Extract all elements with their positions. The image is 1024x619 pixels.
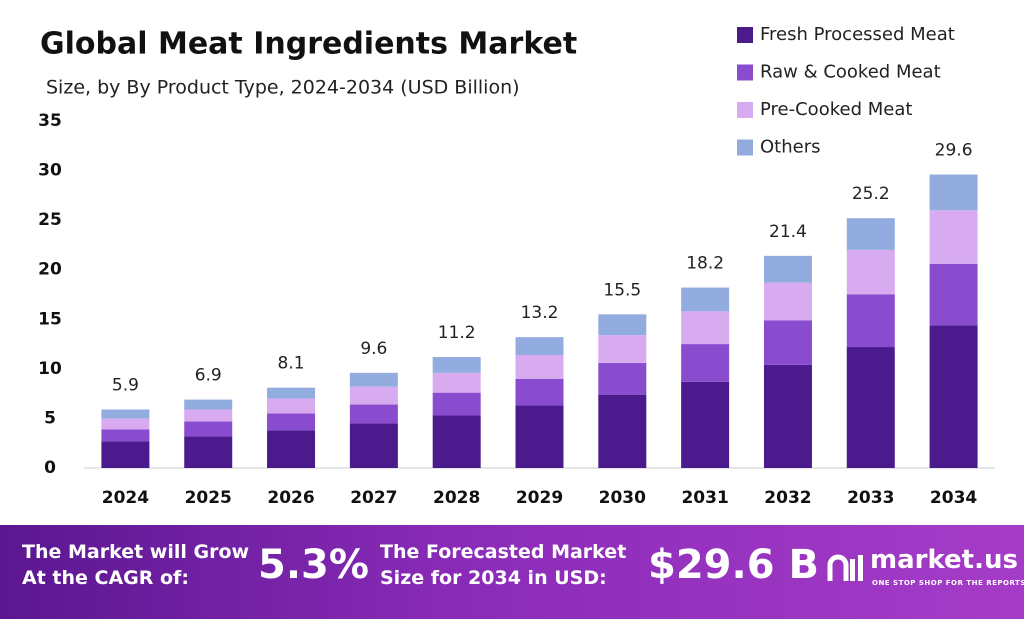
chart-title: Global Meat Ingredients Market bbox=[40, 27, 577, 62]
bar-segment bbox=[846, 294, 895, 348]
bar-segment bbox=[184, 436, 233, 468]
bar-segment bbox=[763, 255, 812, 283]
total-label: 5.9 bbox=[112, 376, 139, 396]
cagr-value: 5.3% bbox=[258, 542, 369, 588]
bar-segment bbox=[184, 409, 233, 422]
total-label: 21.4 bbox=[769, 222, 807, 242]
bar-segment bbox=[432, 415, 481, 468]
text: The Forecasted Market bbox=[380, 541, 627, 563]
total-label: 6.9 bbox=[195, 366, 222, 386]
bar-segment bbox=[184, 421, 233, 437]
forecast-value: $29.6 B bbox=[648, 542, 819, 588]
x-tick-label: 2025 bbox=[185, 488, 232, 508]
text: At the CAGR of: bbox=[22, 567, 189, 589]
bar-segment bbox=[184, 399, 233, 410]
bar-segment bbox=[515, 378, 564, 406]
legend-swatch bbox=[737, 102, 753, 118]
bar-segment bbox=[101, 441, 150, 468]
x-tick-label: 2026 bbox=[267, 488, 314, 508]
bar-segment bbox=[598, 394, 647, 468]
bar-segment bbox=[267, 398, 316, 414]
total-label: 11.2 bbox=[438, 323, 476, 343]
y-tick-label: 0 bbox=[44, 458, 56, 478]
bar-segment bbox=[349, 404, 398, 424]
bar-segment bbox=[515, 337, 564, 355]
y-tick-label: 35 bbox=[38, 111, 62, 131]
bar-segment bbox=[349, 372, 398, 387]
bar-segment bbox=[267, 413, 316, 431]
x-tick-label: 2028 bbox=[433, 488, 480, 508]
bar-segment bbox=[432, 372, 481, 393]
total-label: 29.6 bbox=[935, 141, 973, 161]
y-tick-label: 10 bbox=[38, 359, 62, 379]
bar-segment bbox=[929, 325, 978, 468]
bar-segment bbox=[432, 356, 481, 373]
x-tick-label: 2032 bbox=[764, 488, 811, 508]
legend-label: Others bbox=[760, 137, 821, 158]
bar-segment bbox=[267, 430, 316, 468]
bar-segment bbox=[763, 282, 812, 321]
legend-label: Raw & Cooked Meat bbox=[760, 62, 941, 83]
cagr-label: The Market will Grow At the CAGR of: bbox=[22, 539, 249, 591]
total-label: 15.5 bbox=[603, 280, 641, 300]
bar-segment bbox=[681, 311, 730, 345]
bar-segment bbox=[846, 218, 895, 250]
y-tick-label: 5 bbox=[44, 408, 56, 428]
bar-segment bbox=[101, 418, 150, 430]
bar-segment bbox=[267, 387, 316, 399]
legend-label: Fresh Processed Meat bbox=[760, 24, 955, 45]
logo-tagline: ONE STOP SHOP FOR THE REPORTS bbox=[872, 579, 1024, 587]
bar-segment bbox=[432, 392, 481, 416]
bar-segment bbox=[846, 347, 895, 468]
logo-text: market.us bbox=[870, 545, 1018, 575]
x-tick-label: 2030 bbox=[599, 488, 646, 508]
bar-segment bbox=[598, 362, 647, 395]
x-tick-label: 2033 bbox=[847, 488, 894, 508]
bar-segment bbox=[515, 354, 564, 379]
bar-segment bbox=[846, 249, 895, 295]
x-tick-label: 2024 bbox=[102, 488, 149, 508]
chart: Global Meat Ingredients Market Size, by … bbox=[38, 24, 995, 508]
bar-segment bbox=[929, 210, 978, 264]
x-tick-label: 2031 bbox=[681, 488, 728, 508]
chart-subtitle: Size, by By Product Type, 2024-2034 (USD… bbox=[46, 77, 520, 99]
legend-swatch bbox=[737, 64, 753, 81]
y-tick-label: 30 bbox=[38, 161, 62, 181]
bar-segment bbox=[929, 263, 978, 326]
total-label: 13.2 bbox=[521, 303, 559, 323]
total-label: 9.6 bbox=[360, 339, 387, 359]
legend-label: Pre-Cooked Meat bbox=[760, 99, 912, 120]
bar-segment bbox=[763, 320, 812, 365]
x-tick-label: 2029 bbox=[516, 488, 563, 508]
legend-swatch bbox=[737, 139, 753, 156]
x-tick-label: 2027 bbox=[350, 488, 397, 508]
text: The Market will Grow bbox=[22, 541, 250, 563]
bar-segment bbox=[929, 174, 978, 211]
x-tick-label: 2034 bbox=[930, 488, 977, 508]
bar-segment bbox=[681, 381, 730, 468]
bar-segment bbox=[101, 429, 150, 442]
total-label: 18.2 bbox=[686, 254, 724, 274]
bar-segment bbox=[598, 335, 647, 363]
total-label: 8.1 bbox=[278, 354, 305, 374]
logo-icon bbox=[827, 554, 863, 581]
bar-segment bbox=[515, 405, 564, 468]
bar-segment bbox=[681, 344, 730, 382]
bar-segment bbox=[101, 409, 150, 419]
bar-segment bbox=[349, 423, 398, 468]
bar-segment bbox=[681, 287, 730, 312]
bar-segment bbox=[349, 386, 398, 405]
total-label: 25.2 bbox=[852, 184, 890, 204]
forecast-label: The Forecasted Market Size for 2034 in US… bbox=[380, 539, 626, 591]
y-tick-label: 25 bbox=[38, 210, 62, 230]
text: Size for 2034 in USD: bbox=[380, 567, 607, 589]
y-tick-label: 20 bbox=[38, 260, 62, 280]
y-tick-label: 15 bbox=[38, 309, 62, 329]
bar-segment bbox=[763, 364, 812, 468]
bar-segment bbox=[598, 314, 647, 336]
footer-banner: The Market will Grow At the CAGR of: 5.3%… bbox=[0, 525, 1024, 619]
legend-swatch bbox=[737, 27, 753, 43]
